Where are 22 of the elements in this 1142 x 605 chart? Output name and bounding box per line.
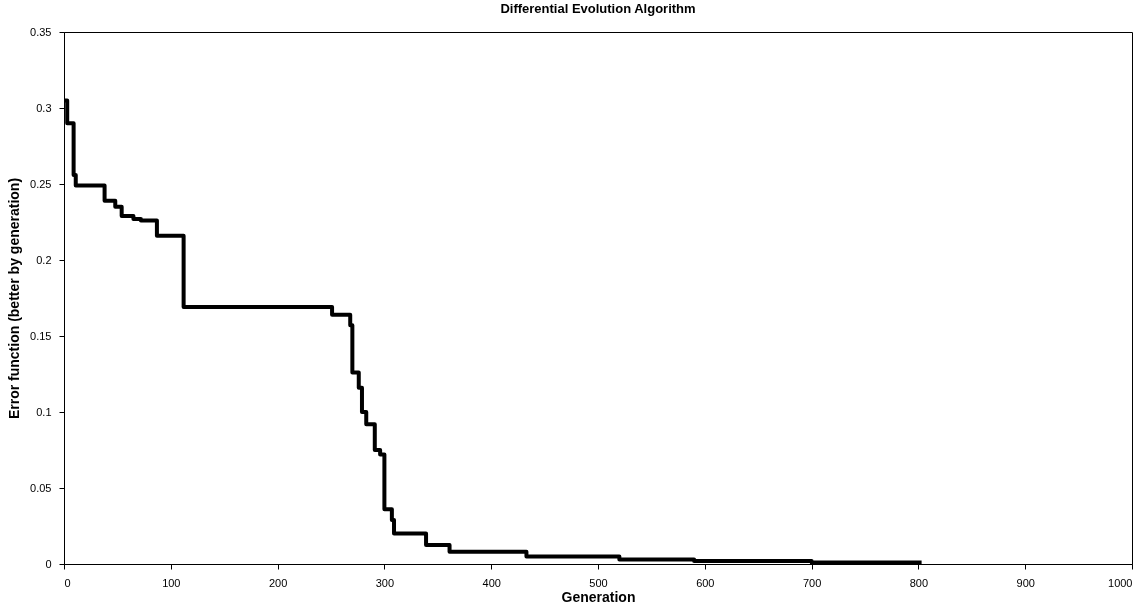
x-tick-label: 400 xyxy=(482,576,501,589)
x-tick-label: 500 xyxy=(589,576,608,589)
x-tick-label: 1000 xyxy=(1108,576,1133,589)
x-axis-title: Generation xyxy=(561,588,636,605)
y-tick-label: 0.25 xyxy=(30,177,52,190)
y-tick-label: 0.2 xyxy=(36,253,52,266)
x-tick-label: 900 xyxy=(1016,576,1035,589)
chart-title: Differential Evolution Algorithm xyxy=(500,1,696,16)
x-tick-label: 0 xyxy=(64,576,71,589)
y-axis-title: Error function (better by generation) xyxy=(6,177,23,420)
x-tick-label: 800 xyxy=(909,576,929,589)
x-tick-label: 200 xyxy=(268,576,288,589)
x-tick-label: 700 xyxy=(802,576,822,589)
y-tick-label: 0.35 xyxy=(30,25,52,38)
y-tick-label: 0.05 xyxy=(30,481,52,494)
y-tick-label: 0.1 xyxy=(36,405,52,418)
y-tick-label: 0.3 xyxy=(36,101,52,114)
y-tick-label: 0 xyxy=(45,557,52,570)
x-tick-label: 600 xyxy=(696,576,715,589)
x-tick-label: 300 xyxy=(375,576,395,589)
y-tick-label: 0.15 xyxy=(30,329,52,342)
x-tick-label: 100 xyxy=(162,576,181,589)
